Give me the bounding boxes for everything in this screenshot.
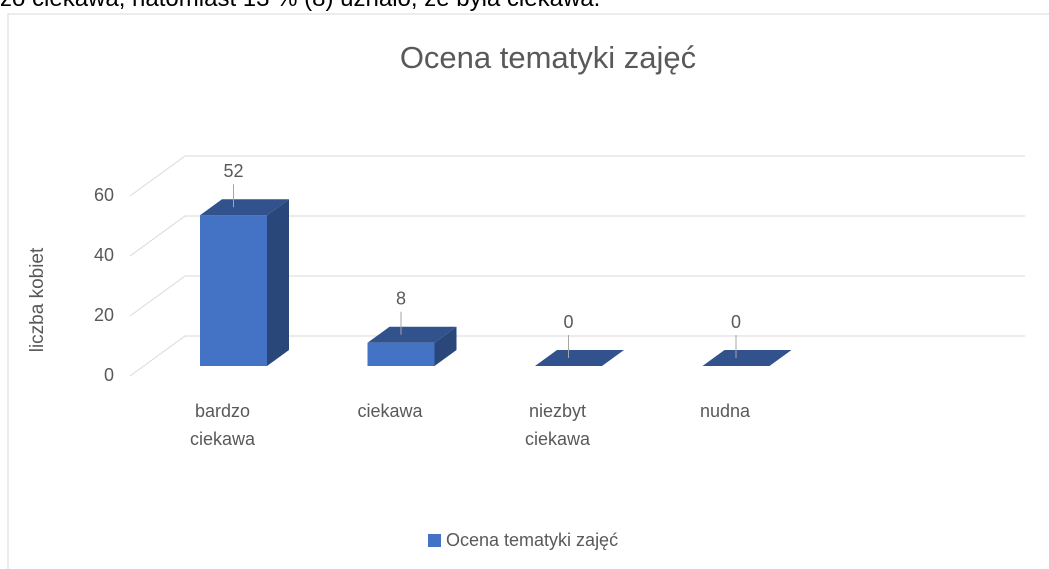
x-tick-label: nudna xyxy=(700,401,751,421)
legend-swatch xyxy=(428,534,441,547)
data-label: 0 xyxy=(563,312,573,332)
bar-top xyxy=(535,350,624,366)
x-tick-label: bardzo ciekawa xyxy=(190,401,256,449)
bar-side xyxy=(267,199,289,366)
y-tick-label: 20 xyxy=(94,305,114,325)
chart-frame xyxy=(7,13,1049,569)
chart-title: Ocena tematyki zajęć xyxy=(400,40,696,75)
caption: zo ciekawa, natomiast 13 % (8) uznało, ż… xyxy=(0,0,600,12)
bar-top xyxy=(702,350,792,366)
data-label: 8 xyxy=(396,289,406,309)
data-label: 52 xyxy=(223,161,243,181)
x-tick-label: niezbyt ciekawa xyxy=(525,401,591,449)
grid-line xyxy=(129,335,1025,377)
bar-top xyxy=(200,199,289,216)
bar xyxy=(200,215,267,366)
legend-label: Ocena tematyki zajęć xyxy=(446,530,618,550)
grid-line xyxy=(129,215,1025,257)
y-axis-label: liczba kobiet xyxy=(27,247,48,352)
x-tick-label: ciekawa xyxy=(357,401,423,421)
bar-top xyxy=(367,326,457,343)
y-tick-label: 0 xyxy=(104,365,114,385)
bar xyxy=(367,342,435,366)
y-tick-label: 40 xyxy=(94,245,114,265)
y-tick-label: 60 xyxy=(94,185,114,205)
bar-side xyxy=(434,326,457,366)
data-label: 0 xyxy=(731,312,741,332)
grid-line xyxy=(129,275,1025,317)
grid-line xyxy=(129,155,1025,197)
